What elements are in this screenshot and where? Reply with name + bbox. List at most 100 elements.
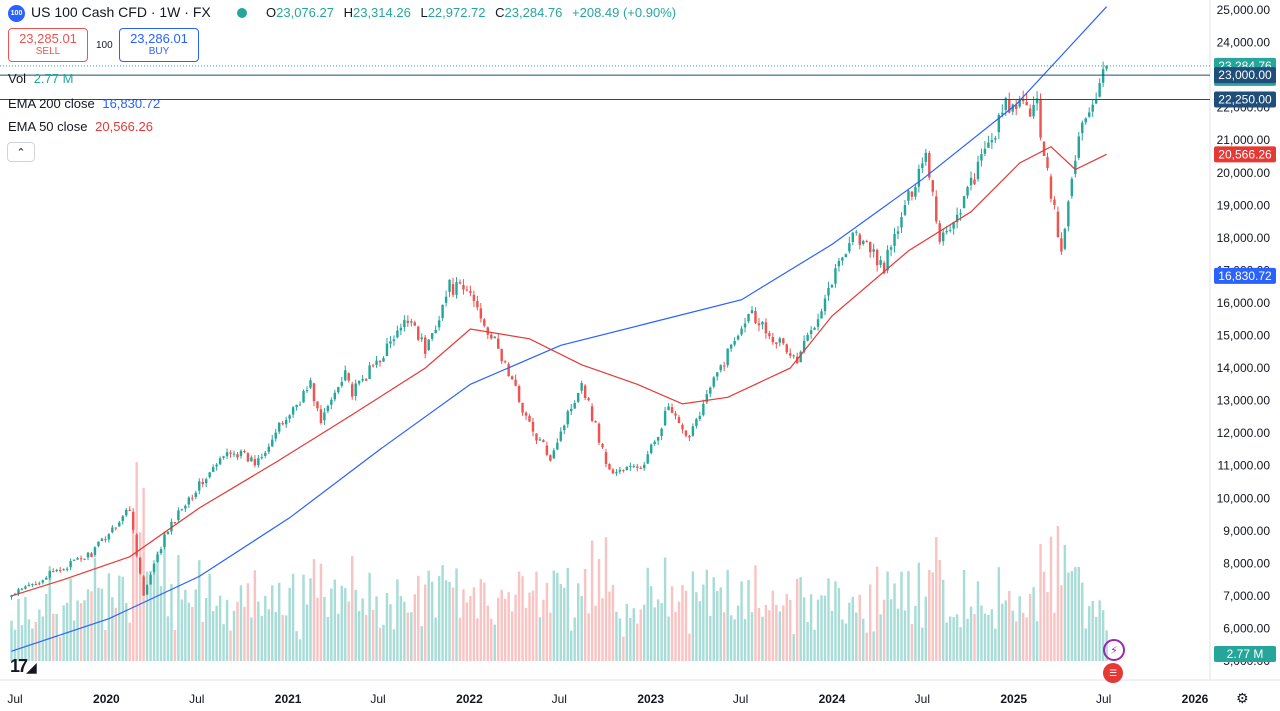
candle-body: [535, 433, 538, 441]
volume-bar: [399, 596, 403, 661]
volume-bar: [1001, 603, 1004, 661]
lightning-icon[interactable]: ⚡: [1103, 639, 1125, 661]
volume-bar: [750, 612, 754, 661]
volume-bar: [882, 599, 886, 661]
candle-body: [1063, 228, 1067, 249]
gear-icon[interactable]: ⚙: [1236, 690, 1249, 706]
volume-bar: [462, 589, 465, 661]
candle-body: [271, 439, 274, 447]
candle-body: [79, 558, 83, 560]
volume-bar: [20, 625, 24, 661]
candle-body: [844, 254, 848, 258]
close-value: 23,284.76: [504, 5, 563, 20]
candles: [10, 61, 1108, 600]
volume-bar: [615, 611, 618, 661]
time-tick-label: 2020: [93, 692, 120, 706]
price-axis-label-bg: [1214, 91, 1276, 108]
candle-body: [309, 380, 312, 388]
volume-bar: [507, 592, 510, 661]
candle-body: [549, 455, 552, 461]
buy-button[interactable]: 23,286.01 BUY: [119, 28, 199, 62]
volume-bar: [170, 584, 173, 661]
symbol-badge-icon[interactable]: 100: [8, 5, 25, 22]
candle-body: [1091, 104, 1094, 112]
volume-bar: [371, 609, 375, 661]
ema200-value: 16,830.72: [102, 96, 161, 111]
candle-body: [729, 344, 733, 349]
tradingview-logo-icon[interactable]: 17◢: [10, 656, 37, 676]
candle-body: [858, 234, 861, 245]
candle-body: [955, 214, 959, 223]
candle-body: [483, 319, 486, 326]
volume-bar: [260, 615, 264, 661]
sell-button[interactable]: 23,285.01 SELL: [8, 28, 88, 62]
candle-body: [277, 422, 281, 432]
volume-bar: [79, 603, 83, 661]
volume-bar: [135, 462, 138, 661]
legend-volume[interactable]: Vol 2.77 M: [8, 71, 73, 86]
candle-body: [479, 308, 483, 319]
candle-body: [886, 249, 889, 271]
candle-body: [775, 342, 778, 345]
volume-bar: [639, 609, 642, 661]
candle-body: [1008, 99, 1011, 113]
candle-body: [135, 534, 138, 556]
price-axis-label: 22,250.00: [1218, 93, 1272, 107]
candle-body: [180, 509, 184, 511]
candle-body: [583, 385, 587, 398]
candle-body: [24, 586, 27, 589]
volume-bar: [375, 596, 378, 661]
candle-body: [924, 152, 928, 162]
candle-body: [907, 190, 910, 201]
candle-body: [636, 466, 639, 468]
candle-body: [340, 382, 344, 386]
volume-bar: [479, 579, 483, 661]
candle-body: [1094, 99, 1098, 104]
volume-bar: [284, 615, 288, 661]
volume-bar: [406, 612, 410, 661]
volume-bar: [159, 586, 163, 661]
candle-body: [681, 424, 684, 430]
volume-bar: [427, 570, 430, 661]
candle-body: [1105, 65, 1108, 69]
legend-ema50[interactable]: EMA 50 close 20,566.26: [8, 119, 153, 134]
chevron-up-icon[interactable]: ⌃: [7, 142, 35, 162]
candle-body: [1088, 112, 1091, 117]
candle-body: [799, 351, 802, 363]
candle-body: [969, 177, 973, 186]
time-tick-label: 2024: [819, 692, 846, 706]
candle-body: [1077, 136, 1081, 158]
candle-body: [187, 497, 191, 505]
volume-bar: [198, 560, 201, 661]
candle-body: [827, 288, 830, 296]
volume-bar: [709, 615, 712, 661]
price-tick-label: 12,000.00: [1217, 426, 1271, 440]
volume-bar: [211, 611, 215, 661]
candle-body: [410, 321, 413, 323]
volume-bar: [83, 600, 86, 661]
volume-bar: [545, 582, 549, 661]
us-flag-icon[interactable]: ☰: [1103, 663, 1123, 683]
volume-bar: [1039, 543, 1042, 661]
candle-body: [785, 344, 788, 353]
volume-bar: [608, 591, 611, 661]
volume-bar: [702, 584, 705, 661]
candle-body: [298, 404, 302, 406]
legend-ema200[interactable]: EMA 200 close 16,830.72: [8, 96, 160, 111]
candle-body: [1032, 104, 1035, 117]
volume-bar: [239, 585, 243, 661]
candle-body: [1070, 178, 1074, 197]
candle-body: [288, 415, 291, 419]
candle-body: [382, 358, 385, 362]
candle-body: [62, 569, 65, 571]
candle-body: [253, 459, 257, 466]
candle-body: [312, 383, 316, 402]
volume-bar: [1021, 612, 1025, 661]
volume-bar: [691, 571, 695, 661]
candle-body: [451, 284, 455, 295]
volume-bar: [632, 608, 636, 661]
volume-bar: [93, 558, 97, 661]
symbol-title[interactable]: US 100 Cash CFD · 1W · FX: [31, 4, 211, 20]
open-key: O: [266, 5, 277, 20]
